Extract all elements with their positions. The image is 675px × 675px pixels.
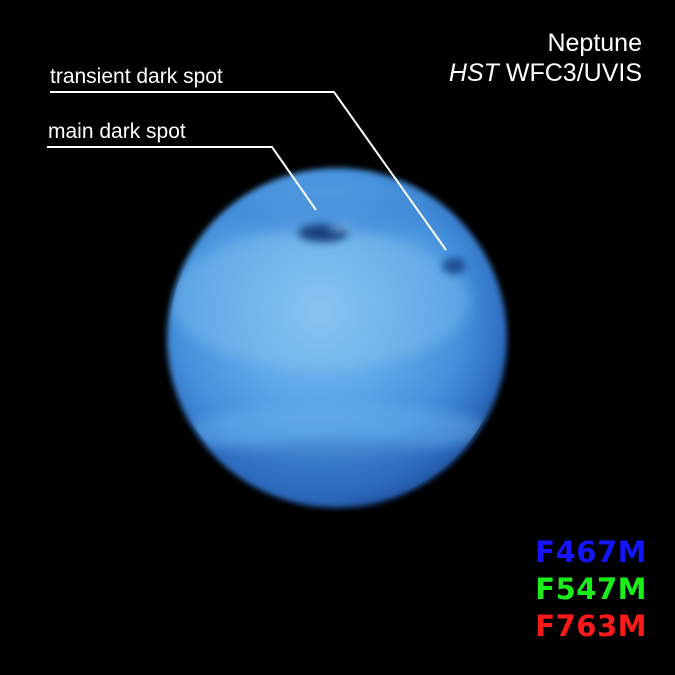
- main-dark-spot-label: main dark spot: [48, 120, 186, 143]
- instrument-line: HST WFC3/UVIS: [449, 58, 642, 88]
- northern-band: [200, 197, 460, 233]
- main-dark-spot-companion-cloud: [328, 223, 352, 233]
- main-spot-leader-line: [47, 146, 317, 211]
- target-name: Neptune: [547, 29, 642, 57]
- filter-blue: F467M: [535, 535, 647, 569]
- telescope-name: HST: [448, 59, 499, 87]
- filter-legend: F467M F547M F763M: [535, 534, 647, 645]
- image-title: Neptune HST WFC3/UVIS: [449, 28, 642, 88]
- bright-equatorial-band: [170, 230, 470, 370]
- transient-dark-spot-label: transient dark spot: [50, 65, 223, 88]
- filter-green: F547M: [535, 572, 647, 606]
- filter-red: F763M: [535, 609, 647, 643]
- southern-bright-band: [190, 404, 490, 456]
- planet-neptune: [167, 168, 507, 508]
- transient-spot-leader-line: [50, 91, 447, 251]
- transient-dark-spot: [442, 258, 466, 274]
- instrument-name: WFC3/UVIS: [505, 59, 642, 87]
